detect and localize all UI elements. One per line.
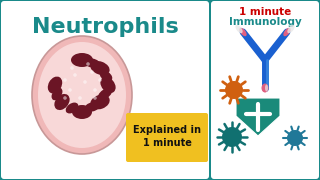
Ellipse shape — [90, 61, 110, 75]
Text: Explained in: Explained in — [133, 125, 201, 135]
Ellipse shape — [38, 42, 126, 148]
Polygon shape — [236, 98, 280, 136]
Circle shape — [98, 78, 102, 82]
Ellipse shape — [85, 102, 99, 112]
Ellipse shape — [283, 28, 291, 36]
Circle shape — [70, 66, 74, 70]
Circle shape — [73, 73, 77, 77]
Text: 1 minute: 1 minute — [239, 7, 291, 17]
Ellipse shape — [72, 105, 92, 119]
Ellipse shape — [90, 94, 110, 109]
Ellipse shape — [48, 76, 62, 93]
Ellipse shape — [66, 103, 78, 113]
FancyBboxPatch shape — [1, 1, 209, 179]
Ellipse shape — [261, 84, 268, 93]
Text: 1 minute: 1 minute — [143, 138, 191, 148]
Ellipse shape — [71, 53, 93, 67]
Ellipse shape — [52, 88, 62, 100]
Circle shape — [225, 81, 243, 99]
FancyBboxPatch shape — [126, 113, 208, 162]
Ellipse shape — [287, 25, 295, 33]
Circle shape — [68, 88, 72, 92]
Circle shape — [222, 127, 242, 147]
Ellipse shape — [100, 71, 112, 82]
Circle shape — [90, 70, 94, 74]
Circle shape — [78, 96, 82, 100]
Ellipse shape — [32, 36, 132, 154]
Ellipse shape — [235, 25, 243, 33]
Ellipse shape — [84, 58, 100, 68]
Circle shape — [93, 88, 97, 92]
Ellipse shape — [100, 77, 116, 93]
Circle shape — [93, 96, 97, 100]
Text: Immunology: Immunology — [228, 17, 301, 27]
FancyBboxPatch shape — [211, 1, 319, 179]
Circle shape — [63, 96, 67, 100]
Circle shape — [287, 130, 303, 146]
Circle shape — [83, 80, 87, 84]
Circle shape — [63, 78, 67, 82]
Ellipse shape — [98, 88, 112, 100]
Text: Neutrophils: Neutrophils — [32, 17, 178, 37]
Ellipse shape — [239, 28, 247, 36]
Circle shape — [86, 62, 90, 66]
Ellipse shape — [265, 84, 268, 91]
Ellipse shape — [54, 94, 70, 110]
